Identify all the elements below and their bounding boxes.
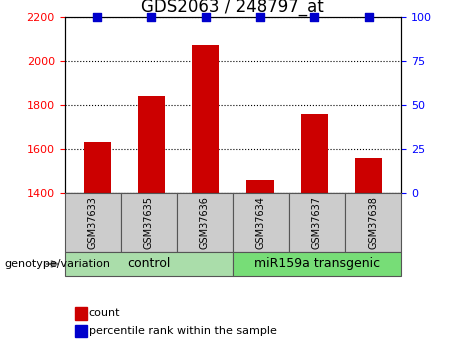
Point [94,14,101,20]
Text: genotype/variation: genotype/variation [5,259,111,269]
Bar [246,180,273,193]
Bar [138,96,165,193]
Bar [289,193,345,252]
Text: control: control [127,257,171,270]
Bar [301,114,328,193]
Point [202,14,209,20]
Text: miR159a transgenic: miR159a transgenic [254,257,380,270]
Bar [345,193,401,252]
Bar [177,193,233,252]
Bar [83,141,111,193]
Point [365,14,372,20]
Point [256,14,264,20]
Point [311,14,318,20]
Bar [65,252,233,276]
Bar [75,325,87,337]
Text: percentile rank within the sample: percentile rank within the sample [89,326,277,336]
Text: GSM37633: GSM37633 [88,196,98,249]
Text: GSM37637: GSM37637 [312,196,322,249]
Text: GSM37636: GSM37636 [200,196,210,249]
Bar [121,193,177,252]
Bar [233,193,289,252]
Bar [65,193,121,252]
Bar [355,158,382,193]
Point [148,14,155,20]
Bar [233,252,401,276]
Bar [75,307,87,319]
Text: count: count [89,308,120,318]
Bar [192,45,219,193]
Text: GSM37635: GSM37635 [144,196,154,249]
Text: GSM37634: GSM37634 [256,196,266,249]
Title: GDS2063 / 248797_at: GDS2063 / 248797_at [142,0,324,16]
Text: GSM37638: GSM37638 [368,196,378,249]
